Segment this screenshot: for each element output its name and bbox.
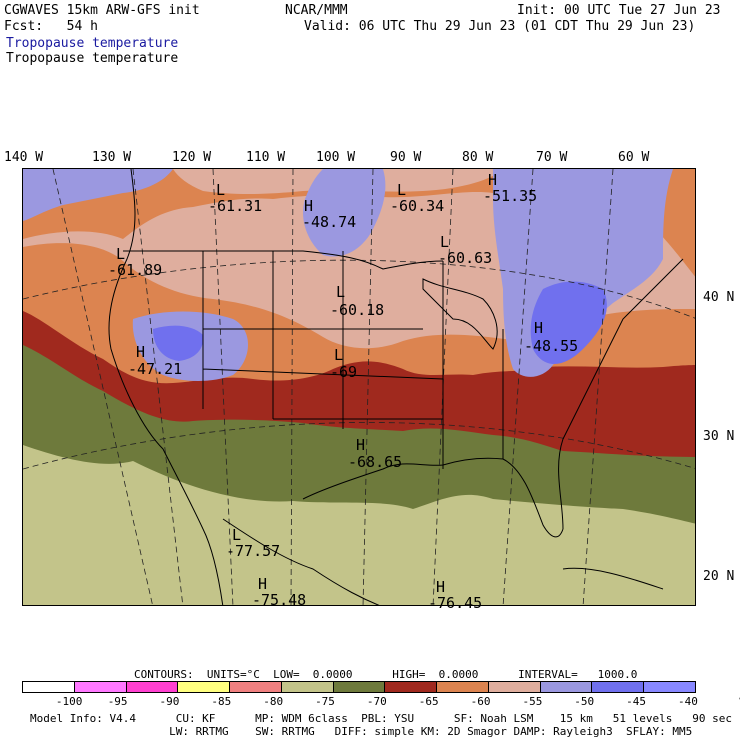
forecast-hour: Fcst: 54 h [4, 19, 98, 34]
east-coast [558, 258, 684, 530]
legend-swatch [488, 682, 541, 692]
mexico-coast [222, 518, 380, 605]
legend-swatch [74, 682, 127, 692]
legend-swatch [230, 682, 282, 692]
legend-swatch [23, 682, 75, 692]
center-value: -61.89 [108, 261, 163, 279]
lon-label: 60 W [618, 150, 650, 165]
center-letter: H [534, 319, 544, 337]
temperature-map [23, 169, 695, 605]
lon-label: 120 W [172, 150, 212, 165]
legend-tick-label: -90 [159, 695, 180, 708]
center-value: -48.74 [302, 213, 357, 231]
org-label: NCAR/MMM [285, 3, 348, 18]
lat-label: 20 N [703, 569, 735, 584]
legend-swatch [437, 682, 489, 692]
legend-tick-label: -100 [55, 695, 83, 708]
graticule [23, 169, 695, 605]
center-letter: H [356, 436, 366, 454]
center-letter: H [136, 343, 146, 361]
center-value: -69 [330, 363, 358, 381]
legend-tick-label: -95 [107, 695, 128, 708]
legend-swatch [333, 682, 386, 692]
init-time: Init: 00 UTC Tue 27 Jun 23 [517, 3, 721, 18]
center-value: -61.31 [208, 197, 263, 215]
legend-swatch [385, 682, 438, 692]
model-title: CGWAVES 15km ARW-GFS init [4, 3, 200, 18]
center-value: -60.18 [330, 301, 385, 319]
center-letter: L [336, 283, 346, 301]
band-blue-west [153, 325, 204, 361]
legend-swatch [126, 682, 179, 692]
band-lavender-northcentral [303, 169, 386, 257]
model-info-line1: Model Info: V4.4 CU: KF MP: WDM 6class P… [30, 712, 732, 725]
center-value: -60.34 [390, 197, 445, 215]
center-letter: L [440, 233, 450, 251]
lon-label: 70 W [536, 150, 568, 165]
legend-swatch [540, 682, 593, 692]
legend-tick-label: -70 [366, 695, 387, 708]
field-title-blue: Tropopause temperature [6, 36, 179, 51]
center-value: -47.21 [128, 360, 183, 378]
gulf-coast [302, 457, 564, 538]
legend-tick-label: -50 [574, 695, 595, 708]
legend-tick-label: -75 [315, 695, 335, 708]
center-letter: L [232, 526, 242, 544]
state-lines [202, 251, 504, 469]
cuba [562, 567, 664, 590]
band-lavender-nw [23, 169, 173, 221]
center-letter: L [397, 181, 407, 199]
center-value: -60.63 [438, 249, 493, 267]
legend-swatch [592, 682, 645, 692]
lon-label: 130 W [92, 150, 132, 165]
center-letter: H [436, 578, 446, 596]
legend-tick-label: -85 [211, 695, 232, 708]
us-canada-border [123, 250, 444, 270]
lat-label: 40 N [703, 290, 735, 305]
center-value: -51.35 [483, 187, 538, 205]
center-value: -75.48 [252, 591, 307, 609]
legend-swatch [644, 682, 695, 692]
boundaries [108, 169, 684, 605]
center-letter: H [488, 171, 498, 189]
legend-swatch [178, 682, 231, 692]
center-value: -77.57 [226, 542, 281, 560]
legend-tick-label: -65 [418, 695, 439, 708]
valid-time: Valid: 06 UTC Thu 29 Jun 23 (01 CDT Thu … [304, 19, 696, 34]
lon-label: 80 W [462, 150, 494, 165]
legend-tick-label: -55 [522, 695, 543, 708]
great-lakes [422, 278, 498, 350]
center-value: -48.55 [524, 337, 579, 355]
center-letter: L [116, 245, 126, 263]
legend-tick-label: -80 [263, 695, 284, 708]
center-value: -76.45 [428, 594, 483, 612]
lon-label: 100 W [316, 150, 356, 165]
legend-tick-label: -40 [678, 695, 698, 708]
legend-tick-label: -60 [470, 695, 491, 708]
center-letter: L [334, 346, 344, 364]
contours-info: CONTOURS: UNITS=°C LOW= 0.0000 HIGH= 0.0… [134, 668, 638, 681]
lon-label: 110 W [246, 150, 286, 165]
lon-label: 140 W [4, 150, 44, 165]
legend-tick-label: -45 [626, 695, 647, 708]
band-blue-ne [530, 281, 607, 364]
legend-swatch [281, 682, 334, 692]
lat-label: 30 N [703, 429, 735, 444]
map-panel[interactable] [22, 168, 696, 606]
model-info-line2: LW: RRTMG SW: RRTMG DIFF: simple KM: 2D … [30, 725, 693, 738]
center-letter: H [304, 197, 314, 215]
center-letter: L [216, 181, 226, 199]
color-scale [22, 681, 696, 693]
lon-label: 90 W [390, 150, 422, 165]
center-letter: H [258, 575, 268, 593]
field-title: Tropopause temperature [6, 51, 179, 66]
center-value: -68.65 [348, 453, 403, 471]
legend-tick-label: °C [738, 695, 740, 708]
